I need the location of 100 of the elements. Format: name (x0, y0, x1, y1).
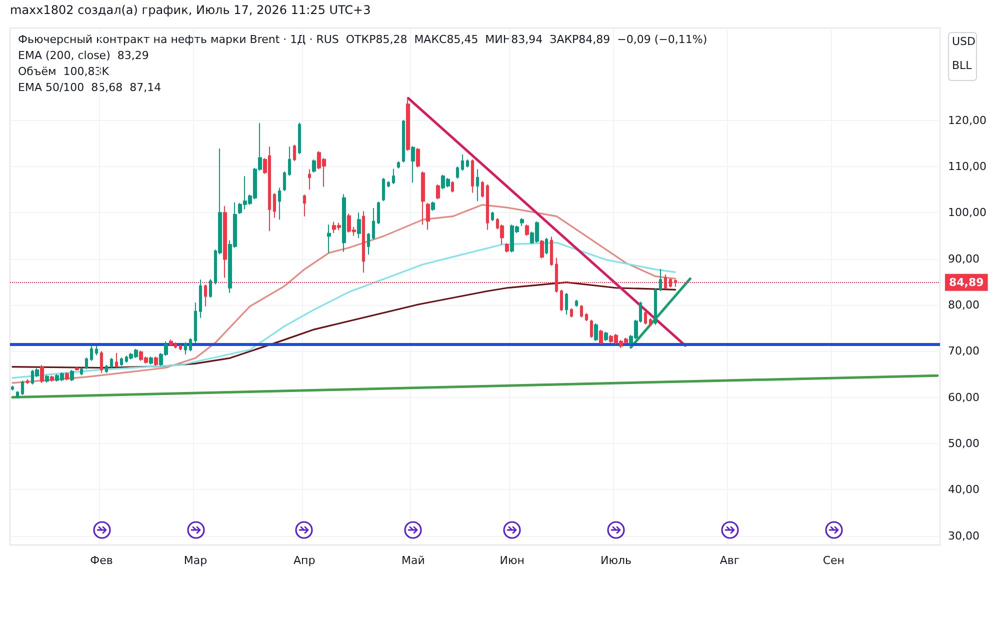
candlestick (654, 288, 657, 326)
candlestick (570, 308, 573, 318)
candlestick (298, 122, 301, 155)
candlestick (308, 168, 311, 190)
y-tick-label: 30,00 (948, 529, 980, 542)
candlestick (149, 356, 153, 366)
x-tick-label: Сен (822, 554, 844, 567)
candlestick (21, 380, 24, 396)
candlestick (580, 304, 583, 318)
candlestick (65, 372, 69, 381)
y-tick-label: 110,00 (948, 160, 986, 173)
candlestick (179, 344, 182, 351)
candlestick (154, 356, 158, 366)
candlestick (560, 289, 563, 312)
candlestick (45, 374, 49, 384)
candlestick (90, 345, 93, 362)
candlestick (372, 208, 375, 240)
x-tick-label: Авг (720, 554, 740, 567)
candlestick (120, 357, 123, 366)
candlestick (436, 184, 440, 200)
x-tick-label: Фев (90, 554, 113, 567)
candlestick (327, 224, 331, 254)
candlestick (599, 329, 603, 345)
candlestick (481, 180, 484, 198)
candlestick (486, 184, 489, 230)
y-tick-label: 50,00 (948, 436, 980, 450)
candlestick (392, 168, 395, 185)
x-tick-label: Июн (500, 554, 524, 567)
candlestick (342, 194, 346, 252)
candlestick (649, 318, 652, 327)
annotation: EMA 50/100 85,68 87,14 (18, 81, 162, 94)
candlestick (189, 338, 192, 352)
line-series (12, 204, 676, 384)
candlestick (471, 159, 474, 194)
candlestick (451, 180, 454, 193)
y-tick-label: 80,00 (948, 298, 980, 312)
candlestick (278, 187, 281, 220)
y-tick-label: 120,00 (948, 114, 986, 127)
candlestick (585, 312, 588, 322)
candlestick (357, 212, 361, 239)
candlestick (26, 378, 29, 384)
candlestick (75, 366, 79, 372)
candlestick (100, 350, 103, 374)
candlestick (85, 357, 88, 370)
candlestick (406, 99, 410, 152)
candlestick (456, 166, 459, 179)
candlestick (461, 154, 464, 172)
candlestick (194, 302, 197, 344)
ref-line-label: 84,89 (949, 276, 984, 289)
candlestick (110, 358, 113, 368)
candlestick (402, 119, 405, 163)
candlestick (540, 239, 544, 259)
candlestick (476, 168, 479, 202)
candlestick (659, 268, 662, 292)
y-tick-label: 70,00 (948, 344, 980, 358)
candlestick (169, 339, 173, 347)
candlestick (50, 375, 54, 382)
candlestick (644, 310, 647, 325)
candlestick (545, 238, 548, 255)
annotation: EMA (200, close) 83,29 (18, 49, 149, 62)
candlestick (273, 192, 276, 218)
candlestick (550, 236, 553, 266)
candlestick (397, 160, 400, 169)
annotation: Объём 100,83K (18, 65, 110, 78)
x-tick-label: Мар (184, 554, 208, 567)
candlestick (426, 202, 430, 230)
y-tick-label: 60,00 (948, 390, 980, 404)
candlestick (367, 232, 370, 256)
candlestick (115, 352, 118, 368)
candlestick (40, 364, 44, 384)
candlestick (387, 180, 390, 188)
candlestick (199, 279, 202, 318)
line-series (12, 282, 676, 369)
candlestick (416, 148, 420, 168)
candlestick (16, 390, 19, 399)
y-tick-label: 100,00 (948, 206, 986, 220)
candlestick (411, 146, 415, 184)
text: maxx1802 создал(а) график, Июль 17, 2026 11:25 UTC+3 (10, 3, 371, 17)
candlestick (565, 292, 568, 316)
candlestick (594, 322, 598, 342)
candlestick (520, 218, 524, 227)
candlestick (209, 278, 212, 298)
candlestick (505, 242, 509, 253)
candlestick (70, 370, 74, 382)
candlestick (184, 342, 187, 355)
candlestick (223, 206, 227, 278)
candlestick (80, 367, 83, 376)
candlestick (575, 299, 578, 308)
candlestick (105, 364, 108, 374)
x-tick-label: Апр (293, 554, 316, 567)
candlestick (293, 144, 296, 162)
candlestick (604, 331, 608, 342)
x-tick-label: Май (401, 554, 425, 567)
candlestick (95, 346, 98, 356)
candlestick (466, 159, 469, 168)
candlestick (288, 146, 291, 176)
candlestick (431, 201, 435, 212)
text: BLL (952, 59, 973, 72)
candlestick (11, 385, 14, 391)
candlestick (590, 319, 593, 338)
